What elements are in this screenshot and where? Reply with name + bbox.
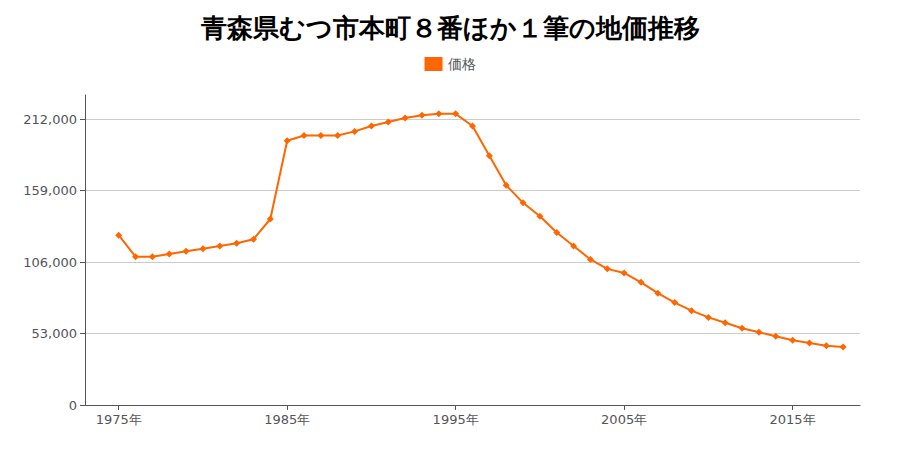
svg-text:2005年: 2005年 (601, 412, 647, 427)
svg-text:159,000: 159,000 (23, 183, 77, 198)
svg-text:212,000: 212,000 (23, 112, 77, 127)
svg-text:2015年: 2015年 (770, 412, 816, 427)
svg-text:0: 0 (69, 398, 77, 413)
svg-text:1995年: 1995年 (433, 412, 479, 427)
svg-text:価格: 価格 (448, 56, 476, 72)
svg-text:1985年: 1985年 (264, 412, 310, 427)
svg-text:53,000: 53,000 (32, 326, 78, 341)
svg-text:青森県むつ市本町８番ほか１筆の地価推移: 青森県むつ市本町８番ほか１筆の地価推移 (200, 13, 700, 43)
svg-text:106,000: 106,000 (23, 255, 77, 270)
svg-text:1975年: 1975年 (96, 412, 142, 427)
